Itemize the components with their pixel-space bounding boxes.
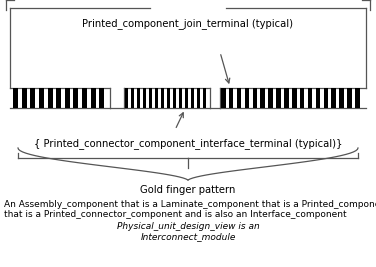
Bar bbox=[56, 88, 61, 108]
Bar bbox=[91, 88, 96, 108]
Bar bbox=[22, 88, 27, 108]
Bar bbox=[292, 88, 297, 108]
Text: An Assembly_component that is a Laminate_component that is a Printed_component: An Assembly_component that is a Laminate… bbox=[4, 200, 376, 209]
Bar bbox=[65, 88, 70, 108]
Bar bbox=[308, 88, 312, 108]
Text: that is a Printed_connector_component and is also an Interface_component: that is a Printed_connector_component an… bbox=[4, 210, 347, 219]
Bar bbox=[191, 88, 194, 108]
Bar bbox=[149, 88, 153, 108]
Bar bbox=[245, 88, 249, 108]
Bar bbox=[143, 88, 147, 108]
Bar bbox=[316, 88, 320, 108]
Bar bbox=[332, 88, 336, 108]
Bar bbox=[253, 88, 257, 108]
Bar bbox=[237, 88, 241, 108]
Bar bbox=[131, 88, 135, 108]
Bar bbox=[47, 88, 53, 108]
Bar bbox=[99, 88, 105, 108]
Bar bbox=[355, 88, 360, 108]
Bar bbox=[324, 88, 328, 108]
Bar bbox=[261, 88, 265, 108]
Bar bbox=[300, 88, 305, 108]
Text: Printed_component_join_terminal (typical): Printed_component_join_terminal (typical… bbox=[82, 18, 294, 29]
Bar bbox=[197, 88, 200, 108]
Bar bbox=[284, 88, 289, 108]
Bar bbox=[155, 88, 158, 108]
Bar bbox=[167, 88, 170, 108]
Bar bbox=[173, 88, 176, 108]
Bar bbox=[229, 88, 233, 108]
Bar bbox=[161, 88, 164, 108]
Bar bbox=[203, 88, 206, 108]
Bar bbox=[125, 88, 129, 108]
Text: Physical_unit_design_view is an: Physical_unit_design_view is an bbox=[117, 222, 259, 231]
Bar bbox=[73, 88, 79, 108]
Bar bbox=[137, 88, 141, 108]
Text: Interconnect_module: Interconnect_module bbox=[140, 232, 236, 241]
Bar bbox=[268, 88, 273, 108]
Bar bbox=[347, 88, 352, 108]
Bar bbox=[179, 88, 182, 108]
Bar bbox=[339, 88, 344, 108]
Text: Gold finger pattern: Gold finger pattern bbox=[140, 185, 236, 195]
Bar bbox=[276, 88, 281, 108]
Bar bbox=[82, 88, 87, 108]
Bar bbox=[30, 88, 35, 108]
Text: { Printed_connector_component_interface_terminal (typical)}: { Printed_connector_component_interface_… bbox=[34, 138, 342, 149]
Bar bbox=[221, 88, 226, 108]
Bar bbox=[39, 88, 44, 108]
Bar bbox=[185, 88, 188, 108]
Bar bbox=[13, 88, 18, 108]
